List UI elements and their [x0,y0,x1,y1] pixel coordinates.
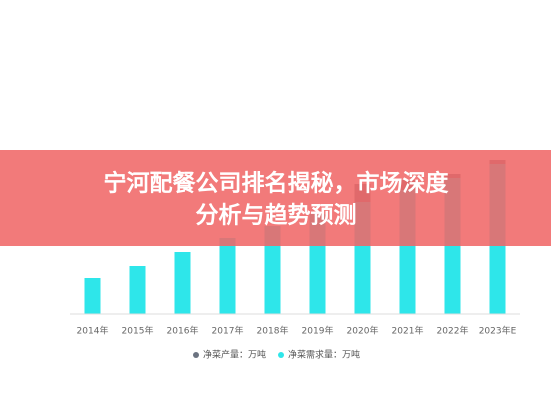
legend-marker [193,352,199,358]
x-tick-label: 2014年 [77,325,109,337]
x-tick-label: 2016年 [167,325,199,337]
x-tick-label: 2017年 [212,325,244,337]
bar [129,266,146,314]
banner-title: 分析与趋势预测 [196,203,357,229]
x-tick-label: 2019年 [302,325,334,337]
x-tick-label: 2015年 [122,325,154,337]
banner-title: 宁河配餐公司排名揭秘，市场深度 [104,170,450,197]
x-tick-label: 2020年 [347,325,379,337]
bar [174,252,191,314]
bar [219,238,236,314]
banner-background [0,150,551,246]
x-tick-label: 2018年 [257,325,289,337]
legend-label: 净菜需求量：万吨 [288,349,360,361]
legend: 净菜产量：万吨 净菜需求量：万吨 [193,349,360,361]
bar [84,278,101,314]
bar [264,226,281,314]
x-tick-label: 2022年 [437,325,469,337]
legend-label: 净菜产量：万吨 [203,349,266,361]
x-tick-label: 2021年 [392,325,424,337]
x-tick-label: 2023年E [479,325,517,337]
legend-marker [278,352,285,358]
